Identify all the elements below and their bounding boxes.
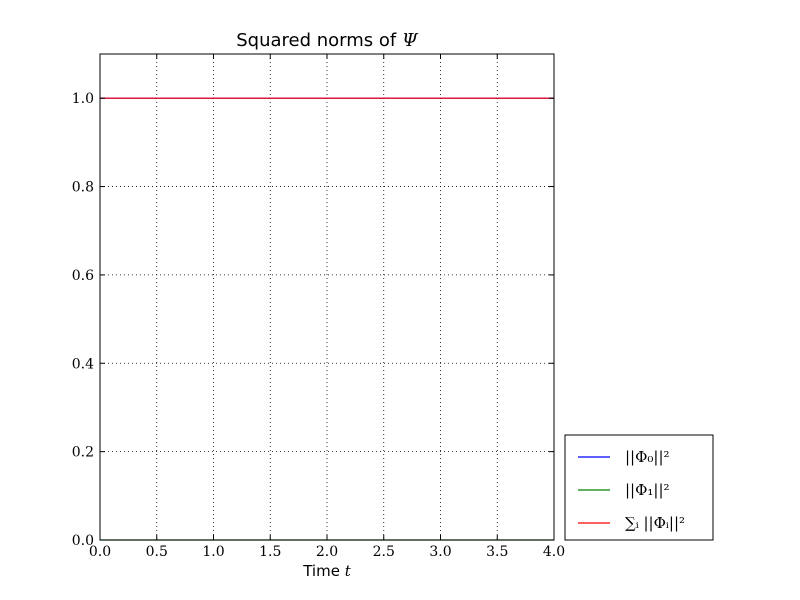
x-tick-label: 4.0: [543, 544, 565, 560]
y-tick-label: 1.0: [72, 91, 94, 107]
x-tick-label: 2.5: [373, 544, 395, 560]
grid-lines: [100, 54, 554, 540]
x-tick-label: 0.5: [146, 544, 168, 560]
chart-title: Squared norms of Ψ: [236, 30, 419, 51]
legend-label-0: ||Φ₀||²: [625, 448, 670, 466]
y-tick-label: 0.8: [72, 180, 94, 196]
x-tick-label: 2.0: [316, 544, 338, 560]
y-tick-label: 0.0: [72, 533, 94, 549]
x-tick-label: 3.5: [486, 544, 508, 560]
data-series: [100, 97, 554, 541]
y-tick-label: 0.6: [72, 268, 94, 284]
legend: ||Φ₀||² ||Φ₁||² ∑ᵢ ||Φᵢ||²: [564, 434, 714, 541]
x-tick-label: 1.0: [202, 544, 224, 560]
chart-title-math: Ψ: [402, 30, 419, 51]
x-axis-label-text: Time: [302, 562, 344, 580]
y-tick-label: 0.4: [72, 356, 94, 372]
legend-label-1: ||Φ₁||²: [625, 481, 670, 499]
x-tick-label: 1.5: [259, 544, 281, 560]
chart-title-text: Squared norms of: [236, 30, 402, 51]
x-axis-label: Time t: [302, 562, 351, 580]
legend-label-2: ∑ᵢ ||Φᵢ||²: [625, 514, 685, 532]
x-tick-label: 0.0: [89, 544, 111, 560]
axis-ticks: 0.0 0.5 1.0 1.5 2.0 2.5 3.0 3.5 4.0 0.0 0.2 0.4 0.6 0…: [72, 54, 565, 560]
x-tick-label: 3.0: [429, 544, 451, 560]
y-tick-label: 0.2: [72, 445, 94, 461]
x-axis-label-math: t: [345, 562, 352, 580]
